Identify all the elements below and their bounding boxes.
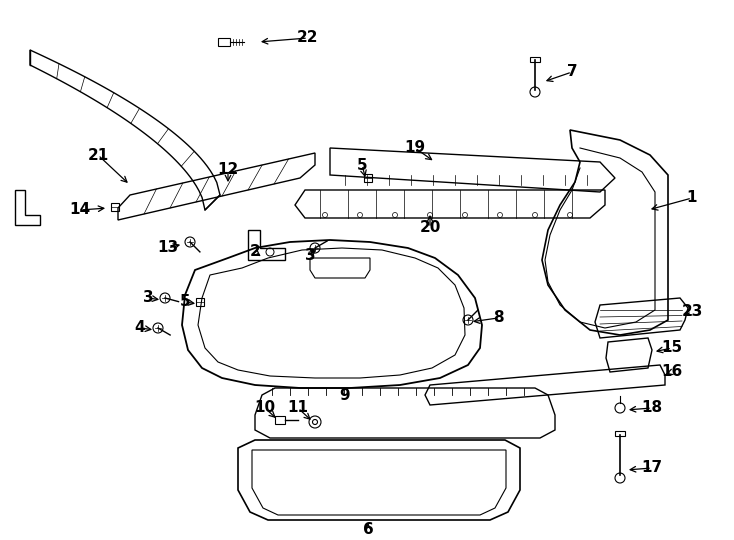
Text: 3: 3 [305, 247, 316, 262]
Bar [218, 38, 230, 46]
Text: 5: 5 [357, 158, 367, 172]
Text: 16: 16 [661, 364, 683, 380]
Bar [364, 174, 372, 182]
Text: 12: 12 [217, 163, 239, 178]
Text: 2: 2 [250, 245, 261, 260]
Text: 9: 9 [340, 388, 350, 402]
Text: 17: 17 [642, 461, 663, 476]
Text: 4: 4 [134, 321, 145, 335]
Bar [196, 298, 204, 306]
Text: 23: 23 [681, 305, 702, 320]
Text: 10: 10 [255, 401, 275, 415]
Text: 3: 3 [142, 291, 153, 306]
Text: 18: 18 [642, 401, 663, 415]
Text: 20: 20 [419, 220, 440, 235]
Text: 7: 7 [567, 64, 578, 79]
Text: 8: 8 [493, 310, 504, 326]
Text: 1: 1 [687, 191, 697, 206]
Text: 19: 19 [404, 140, 426, 156]
Bar [275, 416, 285, 424]
Text: 14: 14 [70, 202, 90, 218]
Text: 21: 21 [87, 147, 109, 163]
Text: 5: 5 [180, 294, 190, 309]
Text: 6: 6 [363, 523, 374, 537]
Text: 13: 13 [157, 240, 178, 255]
Text: 11: 11 [288, 401, 308, 415]
Bar [615, 431, 625, 436]
Text: 15: 15 [661, 341, 683, 355]
Text: 22: 22 [297, 30, 319, 45]
Bar [530, 57, 540, 62]
Bar [111, 203, 119, 211]
